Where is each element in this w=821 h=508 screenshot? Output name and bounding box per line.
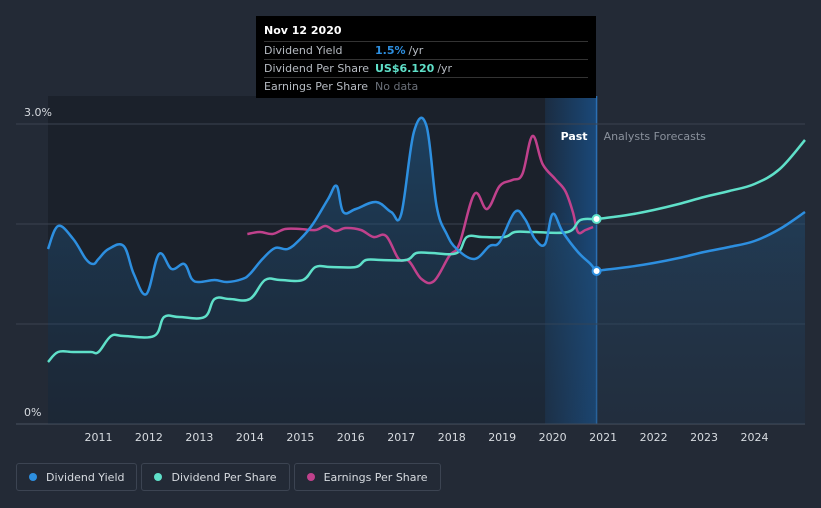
tooltip-row-dividend-yield: Dividend Yield 1.5% /yr xyxy=(264,41,588,59)
x-tick-label: 2012 xyxy=(135,431,163,444)
tooltip-label: Dividend Per Share xyxy=(264,62,370,75)
x-tick-label: 2015 xyxy=(286,431,314,444)
legend-dot-icon xyxy=(306,473,315,481)
tooltip-label: Dividend Yield xyxy=(264,44,343,57)
legend-dot-icon xyxy=(29,473,37,481)
legend-dot-icon xyxy=(154,473,163,481)
legend-label: Dividend Yield xyxy=(46,470,125,484)
x-tick-label: 2020 xyxy=(539,431,567,444)
legend-item-earnings-per-share[interactable]: Earnings Per Share xyxy=(293,463,441,491)
legend: Dividend Yield Dividend Per Share Earnin… xyxy=(16,463,441,491)
legend-item-dividend-per-share[interactable]: Dividend Per Share xyxy=(141,463,290,491)
x-tick-label: 2017 xyxy=(387,431,415,444)
dividend-yield-area xyxy=(48,117,805,424)
tooltip-row-dividend-per-share: Dividend Per Share US$6.120 /yr xyxy=(264,59,588,77)
earnings-per-share-line xyxy=(247,134,594,285)
x-tick-label: 2011 xyxy=(84,431,112,444)
legend-label: Dividend Per Share xyxy=(171,470,277,484)
dividend-per-share-marker xyxy=(591,214,602,224)
legend-label: Earnings Per Share xyxy=(323,470,428,484)
x-tick-label: 2018 xyxy=(438,431,466,444)
tooltip-value: US$6.120 xyxy=(375,62,435,75)
tooltip-unit: /yr xyxy=(408,44,424,57)
tooltip-row-earnings-per-share: Earnings Per Share No data xyxy=(264,77,588,95)
x-tick-label: 2016 xyxy=(337,431,365,444)
x-tick-label: 2023 xyxy=(690,431,718,444)
past-label: Past xyxy=(561,130,588,143)
legend-item-dividend-yield[interactable]: Dividend Yield xyxy=(16,463,138,491)
x-tick-label: 2022 xyxy=(640,431,668,444)
x-tick-label: 2014 xyxy=(236,431,264,444)
y-tick-label: 0% xyxy=(24,406,41,419)
tooltip-date: Nov 12 2020 xyxy=(264,24,342,37)
x-tick-label: 2019 xyxy=(488,431,516,444)
dividend-per-share-line xyxy=(47,139,806,363)
dividend-yield-marker xyxy=(591,266,602,276)
forecast-label: Analysts Forecasts xyxy=(604,130,707,143)
y-tick-label: 3.0% xyxy=(24,106,52,119)
x-tick-label: 2013 xyxy=(185,431,213,444)
x-tick-label: 2021 xyxy=(589,431,617,444)
tooltip-value: No data xyxy=(375,80,419,93)
tooltip: Nov 12 2020 Dividend Yield 1.5% /yr Divi… xyxy=(256,16,596,98)
tooltip-value: 1.5% xyxy=(375,44,406,57)
tooltip-label: Earnings Per Share xyxy=(264,80,369,93)
tooltip-unit: /yr xyxy=(437,62,453,75)
x-tick-label: 2024 xyxy=(741,431,769,444)
